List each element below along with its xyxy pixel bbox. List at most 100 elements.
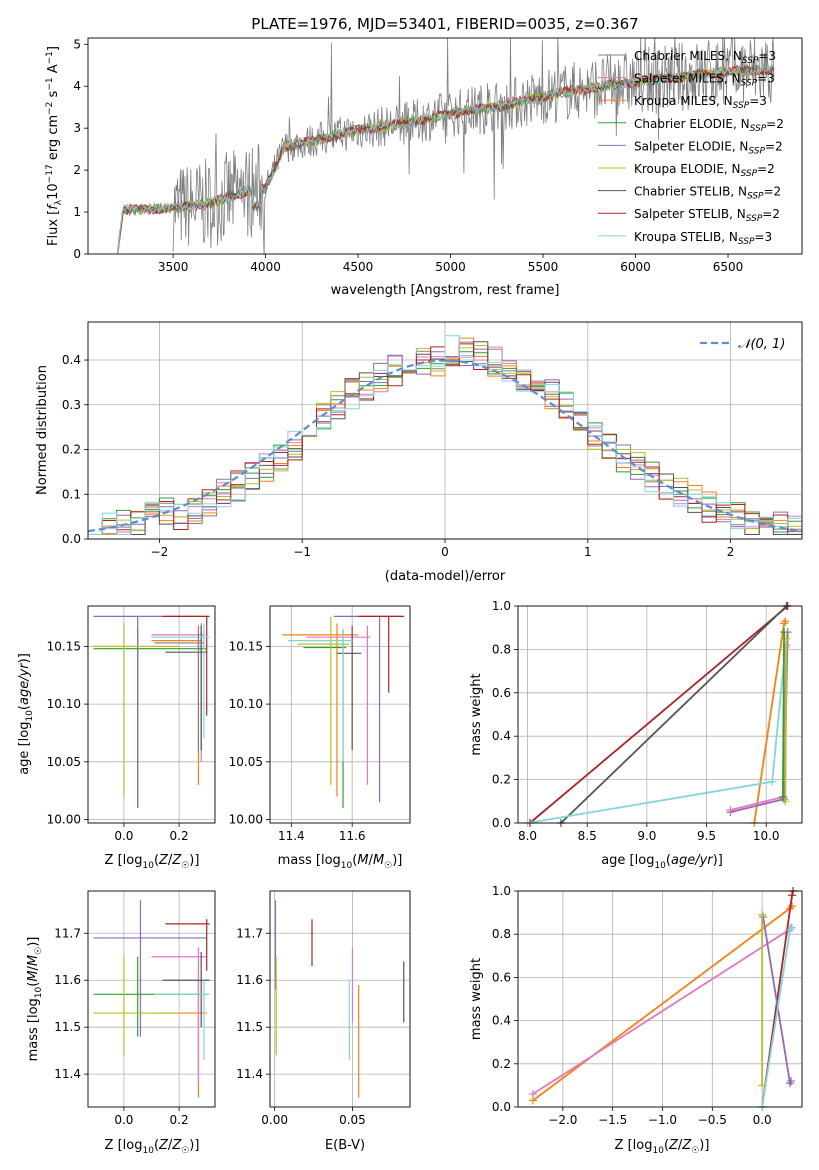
legend-label: Kroupa MILES, NSSP=3 — [634, 94, 767, 111]
axes-frame — [87, 890, 216, 1108]
normal-curve-line — [87, 359, 803, 533]
weight-point-marker — [788, 923, 797, 932]
mass-x-label-part: ☉ — [384, 861, 392, 871]
y-tick-label: 0.6 — [492, 686, 511, 700]
metallicity-x-label-part: Z [log — [105, 1138, 143, 1153]
x-tick-label: 8.5 — [578, 829, 597, 843]
x-tick-label: 5000 — [435, 260, 466, 274]
x-tick-label: 0.0 — [114, 829, 133, 843]
metallicity-x-label-part: Z — [668, 1138, 679, 1153]
y-tick-label: 11.4 — [236, 1067, 263, 1081]
metallicity-x-label-part: Z — [171, 853, 182, 868]
residual-y-label: Normed distribution — [35, 365, 50, 495]
mass-x-label-part: ( — [352, 853, 357, 868]
y-tick-label: 10.00 — [47, 813, 81, 827]
mass-y-label-part: 10 — [34, 986, 44, 998]
extinction-x-label: E(B-V) — [325, 1138, 365, 1153]
y-tick-label: 0.0 — [492, 1100, 511, 1114]
legend-label-part: SSP — [748, 146, 765, 156]
spectrum-y-label-part: s — [46, 90, 61, 101]
y-tick-label: 0.2 — [62, 443, 81, 457]
legend-label-part: =2 — [765, 139, 783, 153]
weight-point-marker — [780, 628, 789, 637]
metallicity-x-label-part: )] — [699, 1138, 709, 1153]
legend-label: Chabrier MILES, NSSP=3 — [634, 49, 776, 66]
x-tick-label: 0.00 — [261, 1113, 288, 1127]
x-tick-label: 2 — [727, 545, 735, 559]
axes-frame — [517, 890, 803, 1108]
x-tick-label: 9.5 — [697, 829, 716, 843]
y-tick-label: 0.3 — [62, 398, 81, 412]
y-tick-label: 1.0 — [492, 884, 511, 898]
mass-y-label: mass [log10(M/M☉)] — [26, 937, 44, 1062]
spectrum-y-label-part: 10 — [46, 183, 61, 200]
residual-x-label: (data-model)/error — [385, 569, 506, 584]
age-x-label-part: age [log — [601, 853, 654, 868]
y-tick-label: 0.6 — [492, 970, 511, 984]
weight-point-marker — [788, 902, 797, 911]
legend-label-part: =2 — [757, 162, 775, 176]
age-vs-mass-panel: 11.4 11.6 10.00 10.05 10.10 10.15 mass [log10(… — [229, 605, 411, 871]
x-tick-label: 1 — [584, 545, 592, 559]
y-tick-label: 0.0 — [492, 816, 511, 830]
legend-label-part: Kroupa MILES, N — [634, 94, 733, 108]
y-tick-label: 0.2 — [492, 1057, 511, 1071]
mass-x-label-part: M — [373, 853, 384, 868]
legend-label: Chabrier STELIB, NSSP=2 — [634, 185, 781, 202]
y-tick-label: 0.4 — [492, 1014, 511, 1028]
weight-point-marker — [781, 617, 790, 626]
mass-weight-y-label: mass weight — [469, 958, 484, 1040]
weight-point-marker — [758, 910, 767, 919]
legend-label-part: =3 — [757, 72, 775, 86]
x-tick-label: −1.0 — [648, 1113, 677, 1127]
y-tick-label: 10.15 — [229, 639, 263, 653]
axes-frame — [87, 321, 803, 540]
mass-x-label-part: / — [369, 853, 374, 868]
y-tick-label: 0 — [73, 247, 81, 261]
y-tick-label: 11.7 — [54, 926, 81, 940]
cumulative-metallicity-weight-panel: −2.0 −1.5 −1.0 −0.5 0.0 0.0 0.2 0.4 0.6 0.8 1.0 Z [… — [469, 884, 803, 1156]
metallicity-x-label-part: ( — [664, 1138, 669, 1153]
legend-normal-label: 𝒩(0, 1) — [738, 337, 785, 352]
mass-x-label-part: 10 — [341, 861, 353, 871]
legend-label-part: SSP — [741, 79, 758, 89]
legend-label-part: SSP — [733, 101, 750, 111]
spectrum-x-label: wavelength [Angstrom, rest frame] — [331, 283, 560, 298]
legend-label-part: SSP — [741, 169, 758, 179]
spectrum-y-label-part: Flux [ — [46, 210, 61, 246]
spectrum-y-label-part: −2 — [45, 102, 55, 115]
age-x-label-part: age/yr — [671, 853, 714, 868]
legend-label-part: Kroupa ELODIE, N — [634, 162, 741, 176]
model-spectrum-line — [117, 63, 774, 254]
metallicity-x-label-part: )] — [189, 1138, 199, 1153]
legend-label-part: =3 — [749, 94, 767, 108]
legend-label: Salpeter ELODIE, NSSP=2 — [634, 139, 783, 156]
metallicity-x-label-part: / — [168, 853, 173, 868]
y-tick-label: 0.0 — [62, 532, 81, 546]
legend-label-part: Kroupa STELIB, N — [634, 230, 738, 244]
y-tick-label: 11.6 — [236, 973, 263, 987]
axes-frame — [517, 605, 803, 824]
legend-label-part: Salpeter STELIB, N — [634, 207, 746, 221]
metallicity-x-label-part: ( — [154, 1138, 159, 1153]
metallicity-x-label-part: Z — [171, 1138, 182, 1153]
metallicity-x-label-part: Z — [158, 853, 169, 868]
mass-y-label-part: M — [26, 955, 41, 966]
x-tick-label: 3500 — [158, 260, 189, 274]
legend-label-part: =3 — [758, 49, 776, 63]
legend-label-part: =3 — [754, 230, 772, 244]
metallicity-x-label-part: Z [log — [615, 1138, 653, 1153]
cumulative-weight-line — [784, 638, 788, 802]
weight-point-marker — [781, 797, 790, 806]
metallicity-x-label-part: )] — [189, 853, 199, 868]
metallicity-x-label-part: ( — [154, 853, 159, 868]
metallicity-x-label-part: Z [log — [105, 853, 143, 868]
weight-point-marker — [778, 792, 787, 801]
metallicity-x-label-part: 10 — [142, 1146, 154, 1156]
legend-label-part: Salpeter MILES, N — [634, 72, 741, 86]
legend-label-part: Chabrier STELIB, N — [634, 185, 747, 199]
y-tick-label: 5 — [73, 37, 81, 51]
mass-x-label-part: )] — [392, 853, 402, 868]
